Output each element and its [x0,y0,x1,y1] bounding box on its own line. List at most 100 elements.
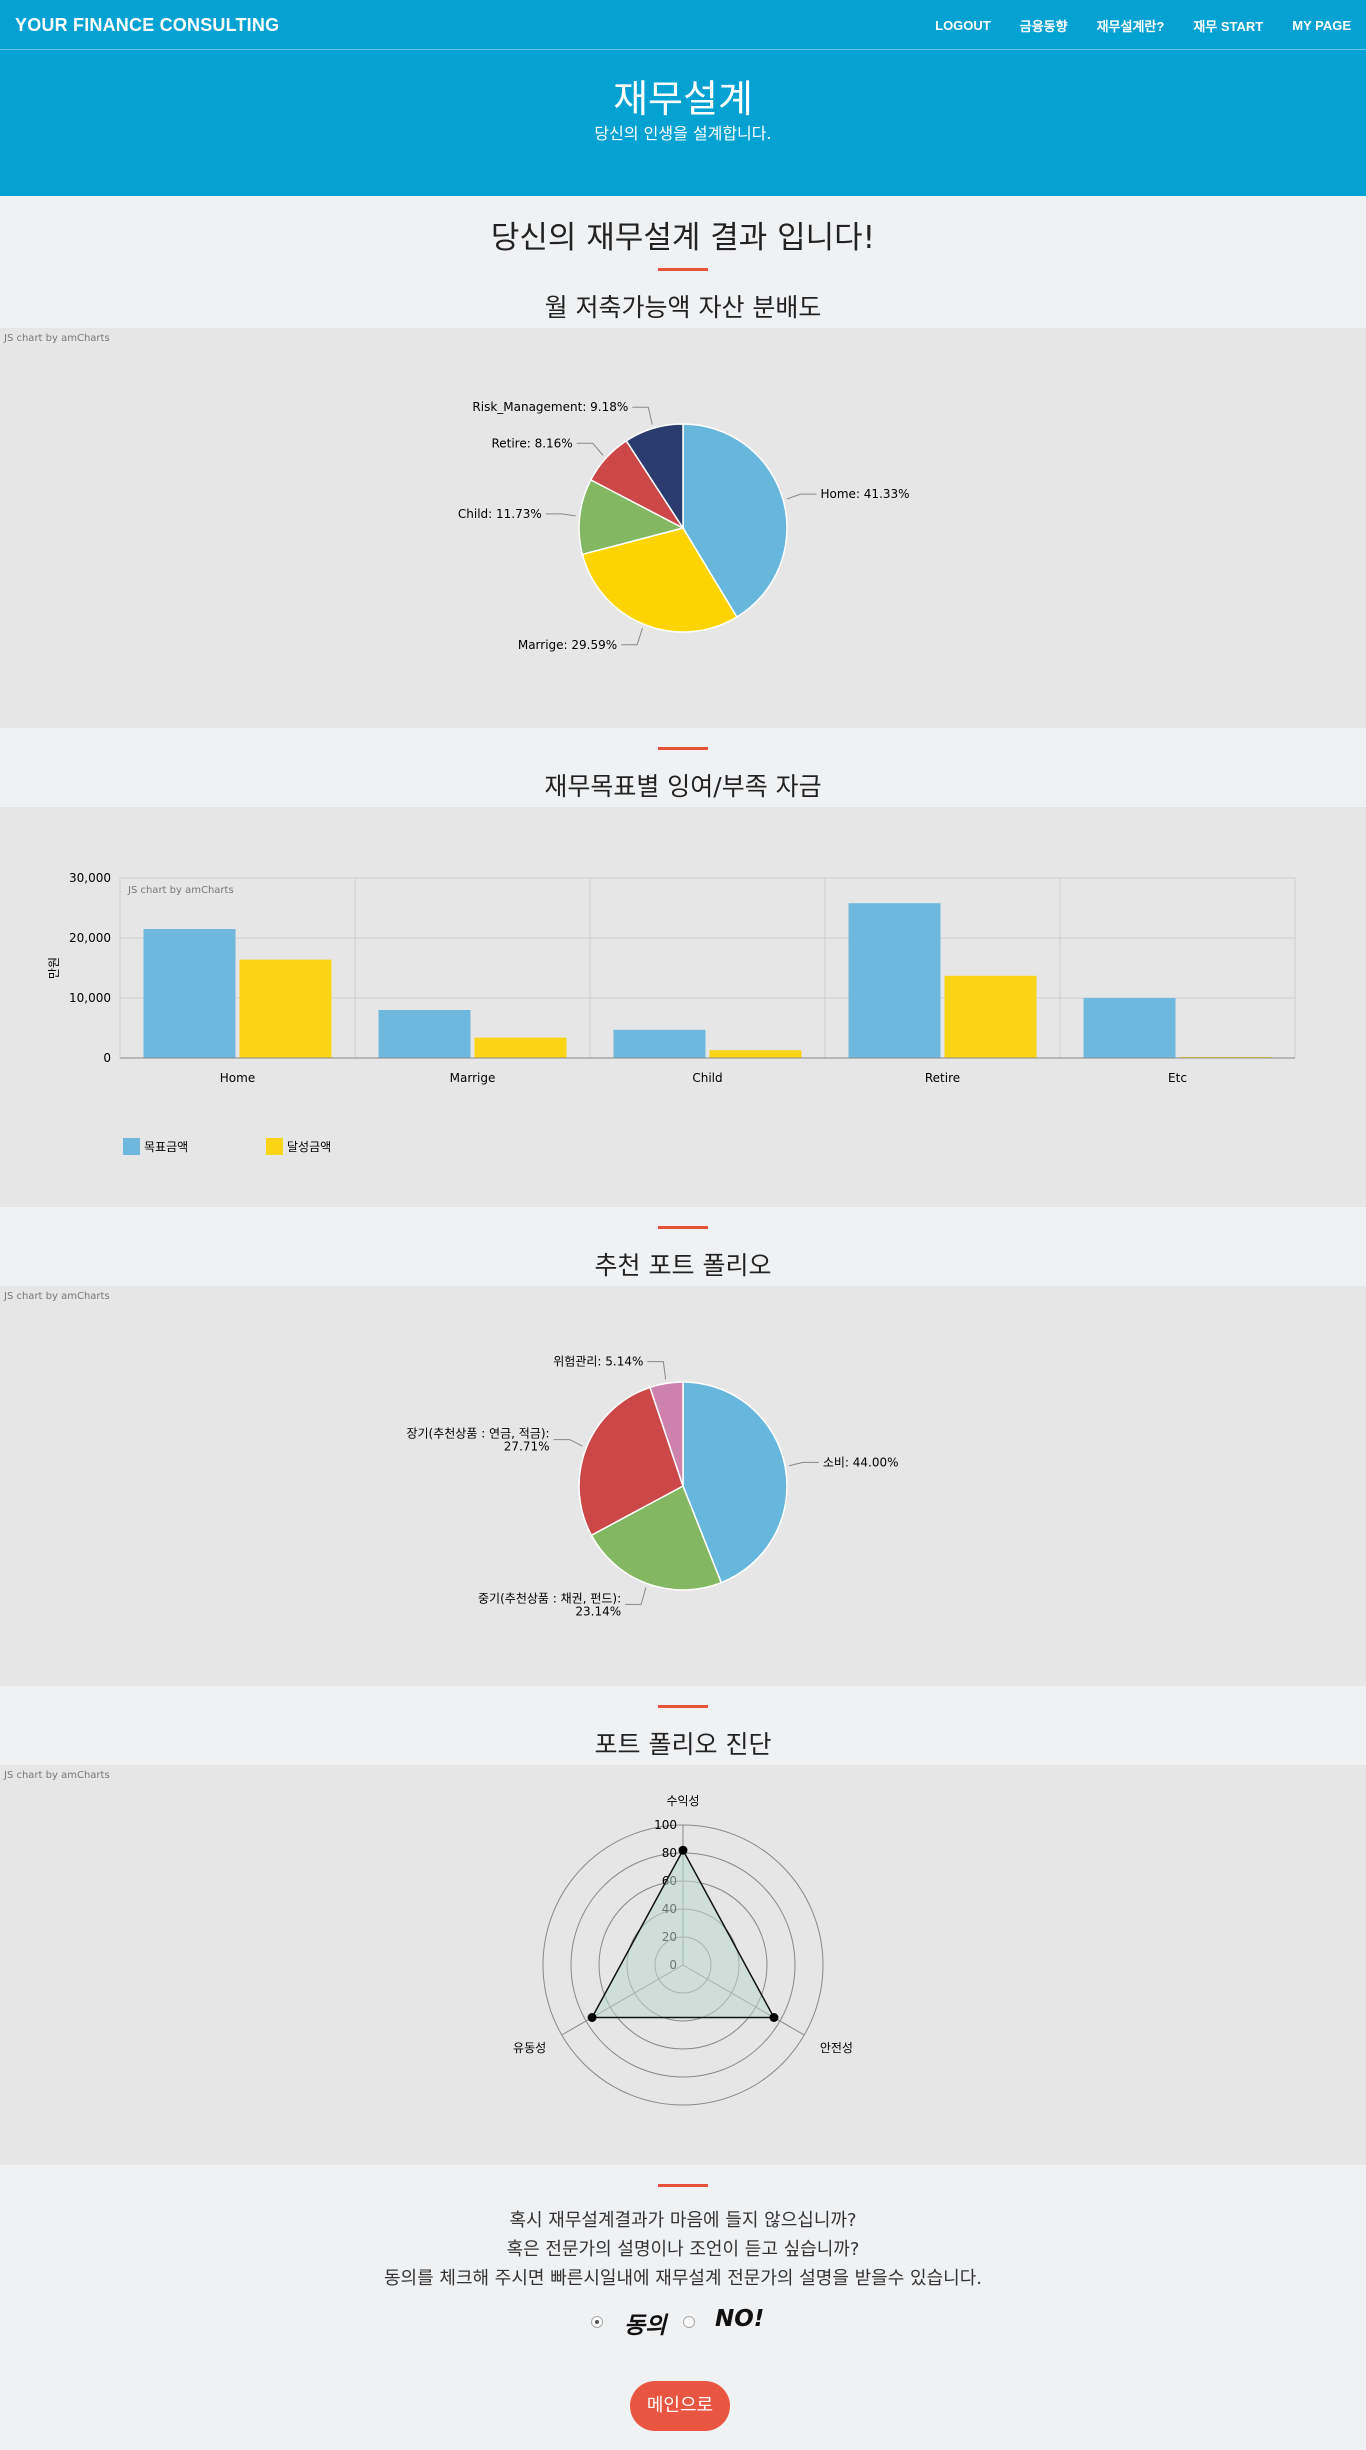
x-tick-label: Retire [925,1071,960,1085]
hero-subtitle: 당신의 인생을 설계합니다. [594,124,772,143]
brand-logo[interactable]: YOUR FINANCE CONSULTING [15,15,280,35]
pie-label-line [625,1587,647,1605]
pie-label: 소비: 44.00% [823,1455,899,1469]
pie-slice-1 [590,1484,723,1591]
legend-swatch [266,1138,283,1155]
nav-what-is-planning[interactable]: 재무설계란? [1096,18,1165,34]
legend-label: 달성금액 [287,1140,331,1154]
diagnosis-radar-chart: 수익성안전성유동성020406080100 [513,1794,853,2106]
divider [658,1226,708,1229]
bar-home-target [143,929,236,1058]
y-tick-label: 10,000 [69,991,111,1005]
x-tick-label: Marrige [450,1071,496,1085]
pie-label: 위험관리: 5.14% [553,1355,643,1369]
portfolio-heading: 추천 포트 폴리오 [594,1251,772,1280]
bar-home-achieved [239,959,332,1058]
legend-swatch [123,1138,140,1155]
pie-label-line [553,1439,583,1447]
pie-slice-marrige [581,527,738,633]
disagree-label[interactable]: NO! [715,2306,765,2332]
y-tick-label: 0 [103,1051,111,1065]
agree-radio[interactable] [591,2316,603,2328]
radar-tick-label: 80 [662,1846,677,1860]
pie-label-line [647,1361,667,1380]
nav-finance-trends[interactable]: 금융동향 [1019,18,1068,34]
nav-logout[interactable]: LOGOUT [935,17,991,33]
pie-label: 중기(추천상품 : 채권, 펀드): [478,1590,621,1605]
pie-slice-0 [682,1381,788,1584]
bar-retire-achieved [944,975,1037,1058]
chart-credit[interactable]: JS chart by amCharts [4,1291,110,1302]
pie-label-line [576,442,604,456]
pie-label-line [632,406,653,425]
pie-slice-2 [578,1386,684,1537]
pie-label-line [545,513,576,517]
top-navbar: YOUR FINANCE CONSULTING LOGOUT 금융동향 재무설계… [0,0,1366,50]
question-line-3: 동의를 체크해 주시면 빠른시일내에 재무설계 전문가의 설명을 받을수 있습니… [384,2268,982,2289]
hero-banner: 재무설계 당신의 인생을 설계합니다. [0,50,1366,196]
result-title: 당신의 재무설계 결과 입니다! [490,220,876,256]
bar-marrige-achieved [474,1037,567,1058]
pie-slice-risk-management [625,423,684,531]
divider [658,2184,708,2187]
consent-radio-group: 동의 NO! [0,2306,1366,2346]
pie-label: 23.14% [575,1604,621,1618]
pie-label: Retire: 8.16% [491,436,572,450]
radar-point-1 [769,2013,779,2022]
diagnosis-radar-panel: JS chart by amCharts 수익성안전성유동성0204060801… [0,1765,1366,2165]
pie-label: 27.71% [504,1440,550,1454]
pie-label-line [788,1461,819,1467]
hero-title: 재무설계 [613,77,753,121]
pie-label-line [786,493,817,500]
radar-axis-label: 유동성 [513,2041,546,2055]
bar-child-target [613,1029,706,1058]
y-tick-label: 30,000 [69,871,111,885]
pie-label: 장기(추천상품 : 연금, 적금): [406,1426,549,1441]
radar-tick-label: 100 [654,1818,677,1832]
portfolio-pie-chart: 소비: 44.00% 중기(추천상품 : 채권, 펀드):23.14% 장기(추천상… [406,1355,899,1619]
allocation-pie-panel: JS chart by amCharts Home: 41.33% Marrige… [0,328,1366,728]
pie-slice-child [578,478,686,556]
pie-slice-3 [649,1381,684,1487]
bar-retire-target [848,903,941,1058]
surplus-bar-panel: 0 10,000 20,000 30,000 만원 JS chart by amChart… [0,807,1366,1207]
radar-series-area [590,1848,776,2019]
chart-credit: JS chart by amCharts [127,885,234,896]
pie-label: Marrige: 29.59% [518,638,617,652]
radar-point-0 [678,1845,688,1855]
radar-axis-label: 안전성 [820,2041,853,2055]
allocation-heading: 월 저축가능액 자산 분배도 [544,293,822,322]
pie-label: Risk_Management: 9.18% [472,400,628,414]
nav-start[interactable]: 재무 START [1193,18,1264,34]
divider [658,268,708,271]
chart-credit[interactable]: JS chart by amCharts [4,333,110,344]
diagnosis-heading: 포트 폴리오 진단 [594,1730,772,1759]
nav-links: LOGOUT 금융동향 재무설계란? 재무 START MY PAGE [935,0,1351,50]
question-line-2: 혹은 전문가의 설명이나 조언이 듣고 싶습니까? [506,2239,860,2260]
pie-label-line [621,627,643,646]
surplus-heading: 재무목표별 잉여/부족 자금 [544,772,822,801]
x-tick-label: Etc [1168,1071,1187,1085]
nav-my-page[interactable]: MY PAGE [1292,17,1351,33]
bar-etc-target [1083,998,1176,1058]
pie-slice-home [682,423,788,618]
divider [658,1705,708,1708]
question-line-1: 혹시 재무설계결과가 마음에 들지 않으십니까? [509,2210,857,2231]
agree-label[interactable]: 동의 [624,2313,667,2339]
bar-marrige-target [378,1010,471,1058]
x-tick-label: Home [220,1071,255,1085]
portfolio-pie-panel: JS chart by amCharts 소비: 44.00% 중기(추천상품 :… [0,1286,1366,1686]
chart-credit[interactable]: JS chart by amCharts [4,1770,110,1781]
main-page-button[interactable]: 메인으로 [630,2381,730,2431]
y-axis-label: 만원 [47,957,61,979]
radar-point-2 [587,2013,597,2022]
allocation-pie-chart: Home: 41.33% Marrige: 29.59% Child: 11.73%… [458,400,910,652]
pie-label: Home: 41.33% [821,487,910,501]
disagree-radio[interactable] [683,2316,695,2328]
surplus-bar-chart: 0 10,000 20,000 30,000 만원 JS chart by amChart… [47,871,1296,1155]
x-tick-label: Child [692,1071,722,1085]
radar-axis-label: 수익성 [666,1794,699,1808]
divider [658,747,708,750]
legend-label: 목표금액 [144,1140,188,1154]
y-tick-label: 20,000 [69,931,111,945]
